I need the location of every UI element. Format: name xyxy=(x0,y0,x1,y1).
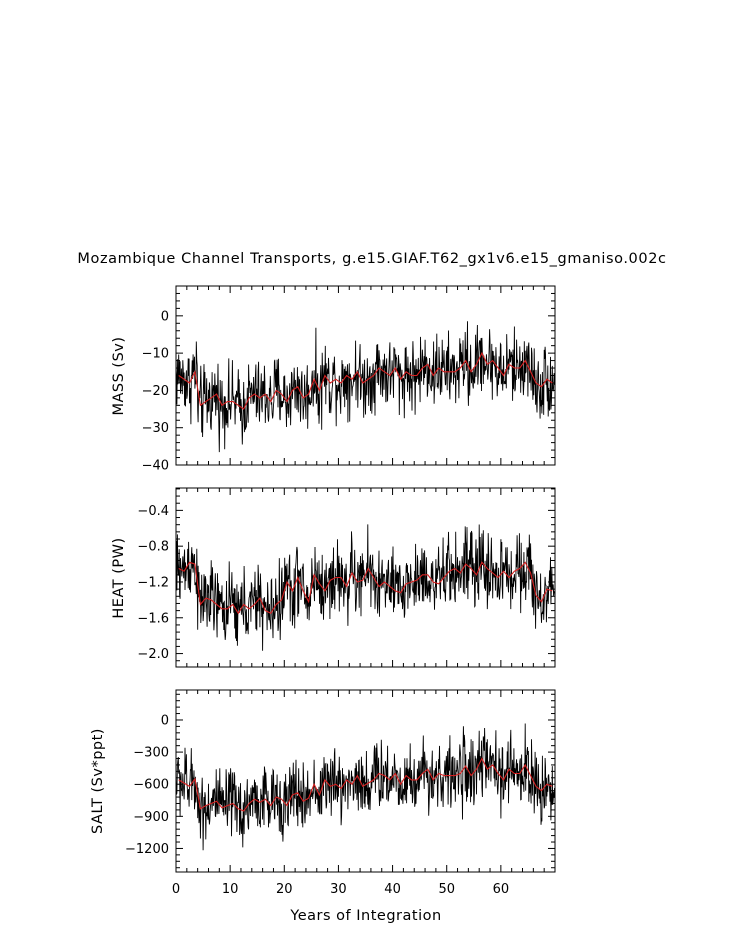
x-tick-label: 0 xyxy=(172,882,180,897)
x-tick-label: 60 xyxy=(493,882,510,897)
x-tick-label: 30 xyxy=(330,882,347,897)
x-tick-label: 10 xyxy=(222,882,239,897)
y-tick-label: −20 xyxy=(142,384,169,399)
y-tick-label: 0 xyxy=(161,309,169,324)
y-tick-label: −30 xyxy=(142,421,169,436)
annual-mean-series xyxy=(178,351,553,410)
salt-ylabel: SALT (Sv*ppt) xyxy=(90,728,106,834)
y-tick-label: −0.8 xyxy=(137,540,169,555)
annual-mean-series xyxy=(178,757,553,812)
chart-title: Mozambique Channel Transports, g.e15.GIA… xyxy=(77,251,666,267)
heat-ylabel: HEAT (PW) xyxy=(111,537,127,618)
y-tick-label: −1200 xyxy=(125,842,169,857)
y-tick-label: −300 xyxy=(133,746,169,761)
y-tick-label: −900 xyxy=(133,810,169,825)
mass-panel: MASS (Sv) 0 −10 −20 −30 −40 xyxy=(111,285,556,474)
y-tick-label: −10 xyxy=(142,347,169,362)
y-tick-label: −600 xyxy=(133,778,169,793)
x-axis-label: Years of Integration xyxy=(289,908,441,924)
mass-ylabel: MASS (Sv) xyxy=(111,336,127,415)
x-tick-label: 20 xyxy=(276,882,293,897)
y-tick-label: −1.6 xyxy=(137,611,169,626)
y-tick-label: −1.2 xyxy=(137,575,169,590)
x-tick-label: 40 xyxy=(384,882,401,897)
y-tick-label: −2.0 xyxy=(137,647,169,662)
annual-mean-series xyxy=(178,561,553,615)
monthly-series xyxy=(175,321,555,453)
y-tick-label: 0 xyxy=(161,713,169,728)
y-tick-label: −0.4 xyxy=(137,504,169,519)
x-tick-label: 50 xyxy=(438,882,455,897)
panel-frame xyxy=(175,487,556,668)
monthly-series xyxy=(175,524,555,651)
monthly-series xyxy=(175,723,555,851)
y-tick-label: −40 xyxy=(142,459,169,474)
salt-panel: SALT (Sv*ppt) 0 −300 −600 −900 −1200 0 10 20 30 4… xyxy=(90,689,556,897)
heat-panel: HEAT (PW) −0.4 −0.8 −1.2 −1.6 −2.0 xyxy=(111,487,556,668)
